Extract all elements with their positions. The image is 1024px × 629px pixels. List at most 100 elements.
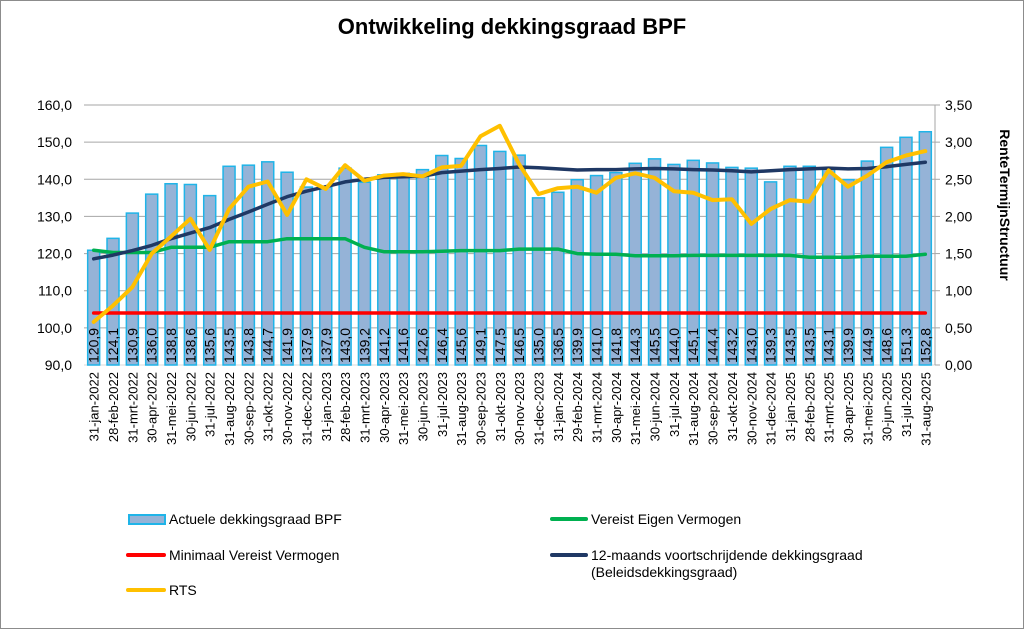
chart-title: Ontwikkeling dekkingsgraad BPF bbox=[337, 14, 687, 39]
x-tick-label: 31-jan-2024 bbox=[551, 372, 566, 441]
x-tick-label: 28-feb-2022 bbox=[106, 372, 121, 442]
bar-data-label: 135,6 bbox=[202, 328, 218, 363]
bar-data-label: 130,9 bbox=[124, 328, 140, 363]
bar bbox=[454, 157, 468, 366]
bar bbox=[667, 163, 681, 366]
x-tick-label: 31-mei-2025 bbox=[860, 372, 875, 445]
x-tick-label: 31-dec-2024 bbox=[764, 372, 779, 445]
bar-data-label: 139,9 bbox=[840, 328, 856, 363]
bar bbox=[164, 182, 178, 366]
bar bbox=[899, 136, 913, 366]
bar bbox=[783, 165, 797, 366]
y2-tick-label: 2,50 bbox=[945, 171, 972, 187]
bar-data-label: 144,9 bbox=[859, 328, 875, 363]
x-tick-label: 29-feb-2024 bbox=[570, 372, 585, 442]
bar-data-label: 144,3 bbox=[627, 328, 643, 363]
x-tick-label: 31-okt-2024 bbox=[725, 372, 740, 441]
y-tick-label: 160,0 bbox=[37, 97, 72, 113]
legend-swatch-yellow-line bbox=[126, 588, 166, 593]
bar-data-label: 135,0 bbox=[531, 328, 547, 363]
y-tick-label: 120,0 bbox=[37, 246, 72, 262]
bar-data-label: 144,7 bbox=[260, 328, 276, 363]
bar-data-label: 142,6 bbox=[414, 328, 430, 363]
bar-data-label: 138,6 bbox=[182, 328, 198, 363]
bar bbox=[551, 191, 565, 366]
bar-data-label: 145,6 bbox=[453, 328, 469, 363]
bar bbox=[589, 174, 604, 366]
x-tick-label: 31-jul-2025 bbox=[899, 372, 914, 437]
bar-data-label: 143,5 bbox=[782, 328, 798, 363]
bar bbox=[802, 165, 817, 366]
legend-swatch-navy-line bbox=[550, 553, 588, 558]
x-tick-label: 31-jan-2023 bbox=[319, 372, 334, 441]
bar bbox=[744, 167, 759, 366]
x-tick-label: 31-jan-2022 bbox=[87, 372, 102, 441]
x-tick-label: 30-sep-2022 bbox=[241, 372, 256, 445]
x-tick-label: 31-mrt-2023 bbox=[357, 372, 372, 443]
bar bbox=[144, 193, 159, 366]
x-tick-label: 31-mei-2024 bbox=[628, 372, 643, 445]
bar bbox=[686, 159, 700, 366]
bar bbox=[435, 154, 449, 366]
x-tick-label: 30-apr-2022 bbox=[145, 372, 160, 443]
x-tick-label: 30-nov-2024 bbox=[744, 372, 759, 445]
bar-data-label: 139,2 bbox=[356, 328, 372, 363]
legend-label: Actuele dekkingsgraad BPF bbox=[169, 510, 342, 527]
y2-tick-label: 3,00 bbox=[945, 134, 972, 150]
bar-data-label: 146,4 bbox=[434, 328, 450, 363]
x-tick-label: 31-jul-2022 bbox=[203, 372, 218, 437]
bar bbox=[222, 165, 236, 366]
bar bbox=[493, 150, 507, 366]
x-tick-label: 31-aug-2022 bbox=[222, 372, 237, 446]
y-tick-label: 90,0 bbox=[45, 357, 72, 373]
bar-data-label: 151,3 bbox=[898, 328, 914, 363]
bar bbox=[260, 161, 275, 366]
y2-tick-label: 2,00 bbox=[945, 208, 972, 224]
x-tick-label: 28-feb-2025 bbox=[802, 372, 817, 442]
bar-data-label: 149,1 bbox=[472, 328, 488, 363]
x-tick-label: 31-jul-2023 bbox=[435, 372, 450, 437]
bar bbox=[647, 158, 662, 366]
bar-data-label: 145,5 bbox=[647, 328, 663, 363]
bar bbox=[705, 162, 720, 366]
legend-label-line2: (Beleidsdekkingsgraad) bbox=[591, 563, 738, 580]
x-tick-label: 30-nov-2022 bbox=[280, 372, 295, 445]
bar-data-label: 146,5 bbox=[511, 328, 527, 363]
x-tick-label: 31-jan-2025 bbox=[783, 372, 798, 441]
x-tick-label: 31-mei-2023 bbox=[396, 372, 411, 445]
y-tick-label: 150,0 bbox=[37, 134, 72, 150]
y2-tick-label: 1,00 bbox=[945, 283, 972, 299]
bar-data-label: 143,1 bbox=[821, 328, 837, 363]
bar bbox=[609, 171, 623, 366]
legend-label: RTS bbox=[169, 581, 197, 598]
line-12-maands-voortschrijdende-dekkingsgraad-beleidsdekkingsgraad- bbox=[91, 160, 928, 261]
legend-label: 12-maands voortschrijdende dekkingsgraad bbox=[591, 546, 863, 563]
x-tick-label: 30-sep-2023 bbox=[473, 372, 488, 445]
bar bbox=[570, 178, 584, 366]
legend-item-actuele: Actuele dekkingsgraad BPF bbox=[128, 510, 342, 528]
x-axis: 31-jan-2022 28-feb-2022 31-mrt-2022 30-apr-… bbox=[87, 372, 934, 446]
bar bbox=[725, 166, 739, 366]
x-tick-label: 30-apr-2025 bbox=[841, 372, 856, 443]
x-tick-label: 30-sep-2024 bbox=[706, 372, 721, 445]
bar bbox=[841, 178, 855, 366]
bar bbox=[202, 194, 217, 366]
y-tick-label: 140,0 bbox=[37, 171, 72, 187]
bar-data-label: 143,5 bbox=[221, 328, 237, 363]
y-tick-label: 110,0 bbox=[38, 283, 72, 299]
bar-data-label: 120,9 bbox=[86, 328, 102, 363]
x-tick-label: 30-jun-2025 bbox=[880, 372, 895, 441]
x-tick-label: 30-apr-2023 bbox=[377, 372, 392, 443]
y-tick-label: 130,0 bbox=[37, 208, 72, 224]
bar-data-label: 137,9 bbox=[298, 328, 314, 363]
x-tick-label: 30-nov-2023 bbox=[512, 372, 527, 445]
bar bbox=[280, 171, 294, 366]
bar bbox=[860, 160, 875, 366]
bar bbox=[763, 181, 778, 366]
bar bbox=[241, 164, 256, 366]
x-tick-label: 31-dec-2023 bbox=[532, 372, 547, 445]
x-tick-label: 31-mei-2022 bbox=[164, 372, 179, 445]
x-tick-label: 31-jul-2024 bbox=[667, 372, 682, 437]
y-axis-right: 0,00 0,50 1,00 1,50 2,00 2,50 3,00 3,50 bbox=[934, 97, 972, 373]
